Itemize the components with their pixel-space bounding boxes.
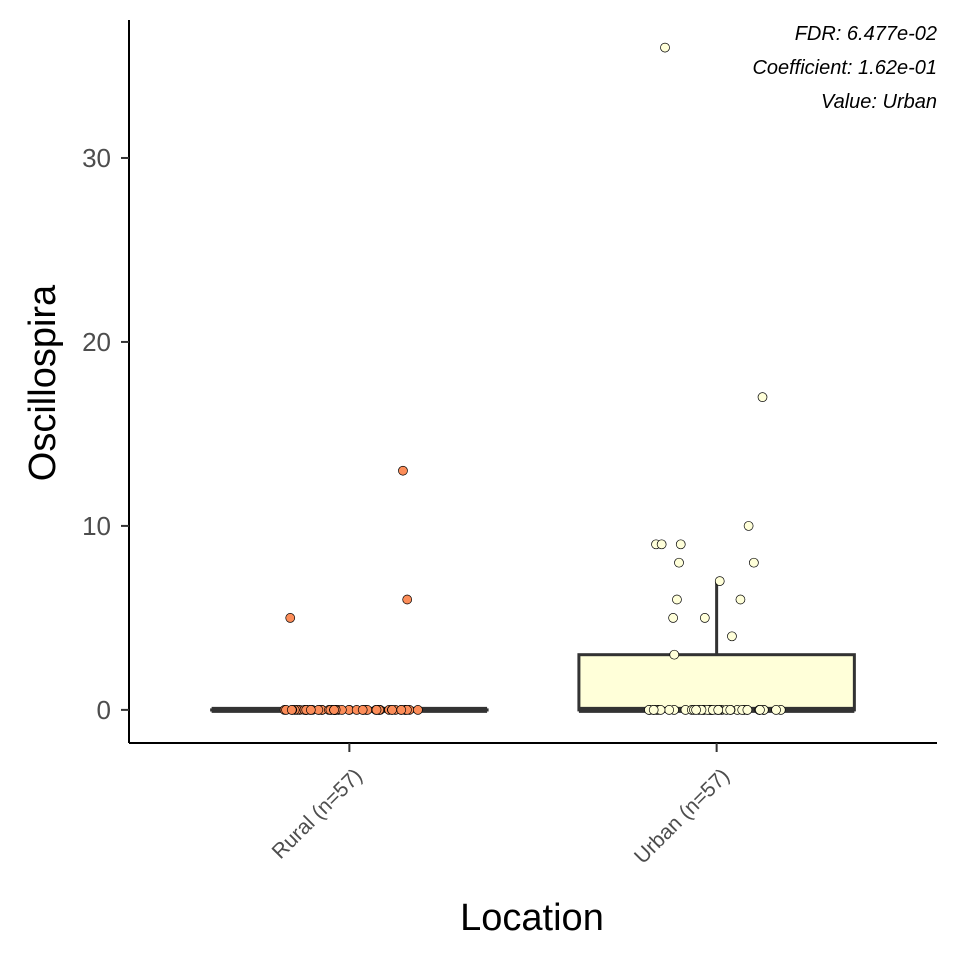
data-point — [713, 705, 724, 715]
data-point — [329, 705, 339, 715]
data-point — [387, 705, 397, 715]
data-point — [757, 392, 768, 402]
data-point — [691, 705, 701, 715]
y-tick-label: 0 — [97, 695, 111, 725]
data-point — [357, 705, 368, 715]
x-tick-label: Rural (n=57) — [268, 764, 367, 863]
data-point — [656, 539, 667, 550]
data-point — [699, 613, 710, 623]
data-point — [413, 705, 423, 715]
data-point — [675, 539, 686, 550]
data-point — [749, 557, 759, 568]
data-point — [771, 705, 781, 715]
data-point — [660, 42, 670, 53]
x-tick-label: Urban (n=57) — [630, 764, 734, 868]
data-point — [668, 613, 678, 623]
data-point — [285, 613, 296, 623]
data-point — [735, 594, 746, 605]
box-body — [577, 653, 856, 712]
data-point — [743, 521, 754, 531]
data-point — [664, 705, 675, 715]
data-point — [648, 705, 659, 715]
x-axis-title: Location — [460, 897, 604, 939]
data-point — [669, 649, 680, 660]
data-point — [672, 594, 682, 605]
annotation-coefficient: Coefficient: 1.62e-01 — [752, 57, 937, 79]
x-ticks: Rural (n=57) Urban (n=57) — [268, 743, 734, 868]
data-point — [398, 465, 408, 476]
annotation-value: Value: Urban — [821, 91, 937, 113]
annotation-fdr: FDR: 6.477e-02 — [795, 23, 937, 45]
data-point — [742, 705, 753, 715]
data-point — [396, 705, 407, 715]
y-tick-label: 20 — [82, 327, 111, 357]
data-point — [727, 631, 737, 642]
data-point — [755, 705, 765, 715]
y-axis-title: Oscillospira — [22, 284, 64, 481]
data-point — [402, 594, 413, 605]
data-point — [305, 705, 316, 715]
box-layer — [210, 581, 856, 713]
y-tick-label: 30 — [82, 143, 111, 173]
data-point — [371, 705, 382, 715]
point-layer — [279, 42, 786, 715]
y-ticks: 0 10 20 30 — [82, 143, 129, 725]
data-point — [714, 576, 725, 586]
data-point — [674, 557, 684, 568]
y-tick-label: 10 — [82, 511, 111, 541]
axes — [128, 20, 937, 744]
data-point — [725, 705, 736, 715]
data-point — [286, 705, 297, 715]
